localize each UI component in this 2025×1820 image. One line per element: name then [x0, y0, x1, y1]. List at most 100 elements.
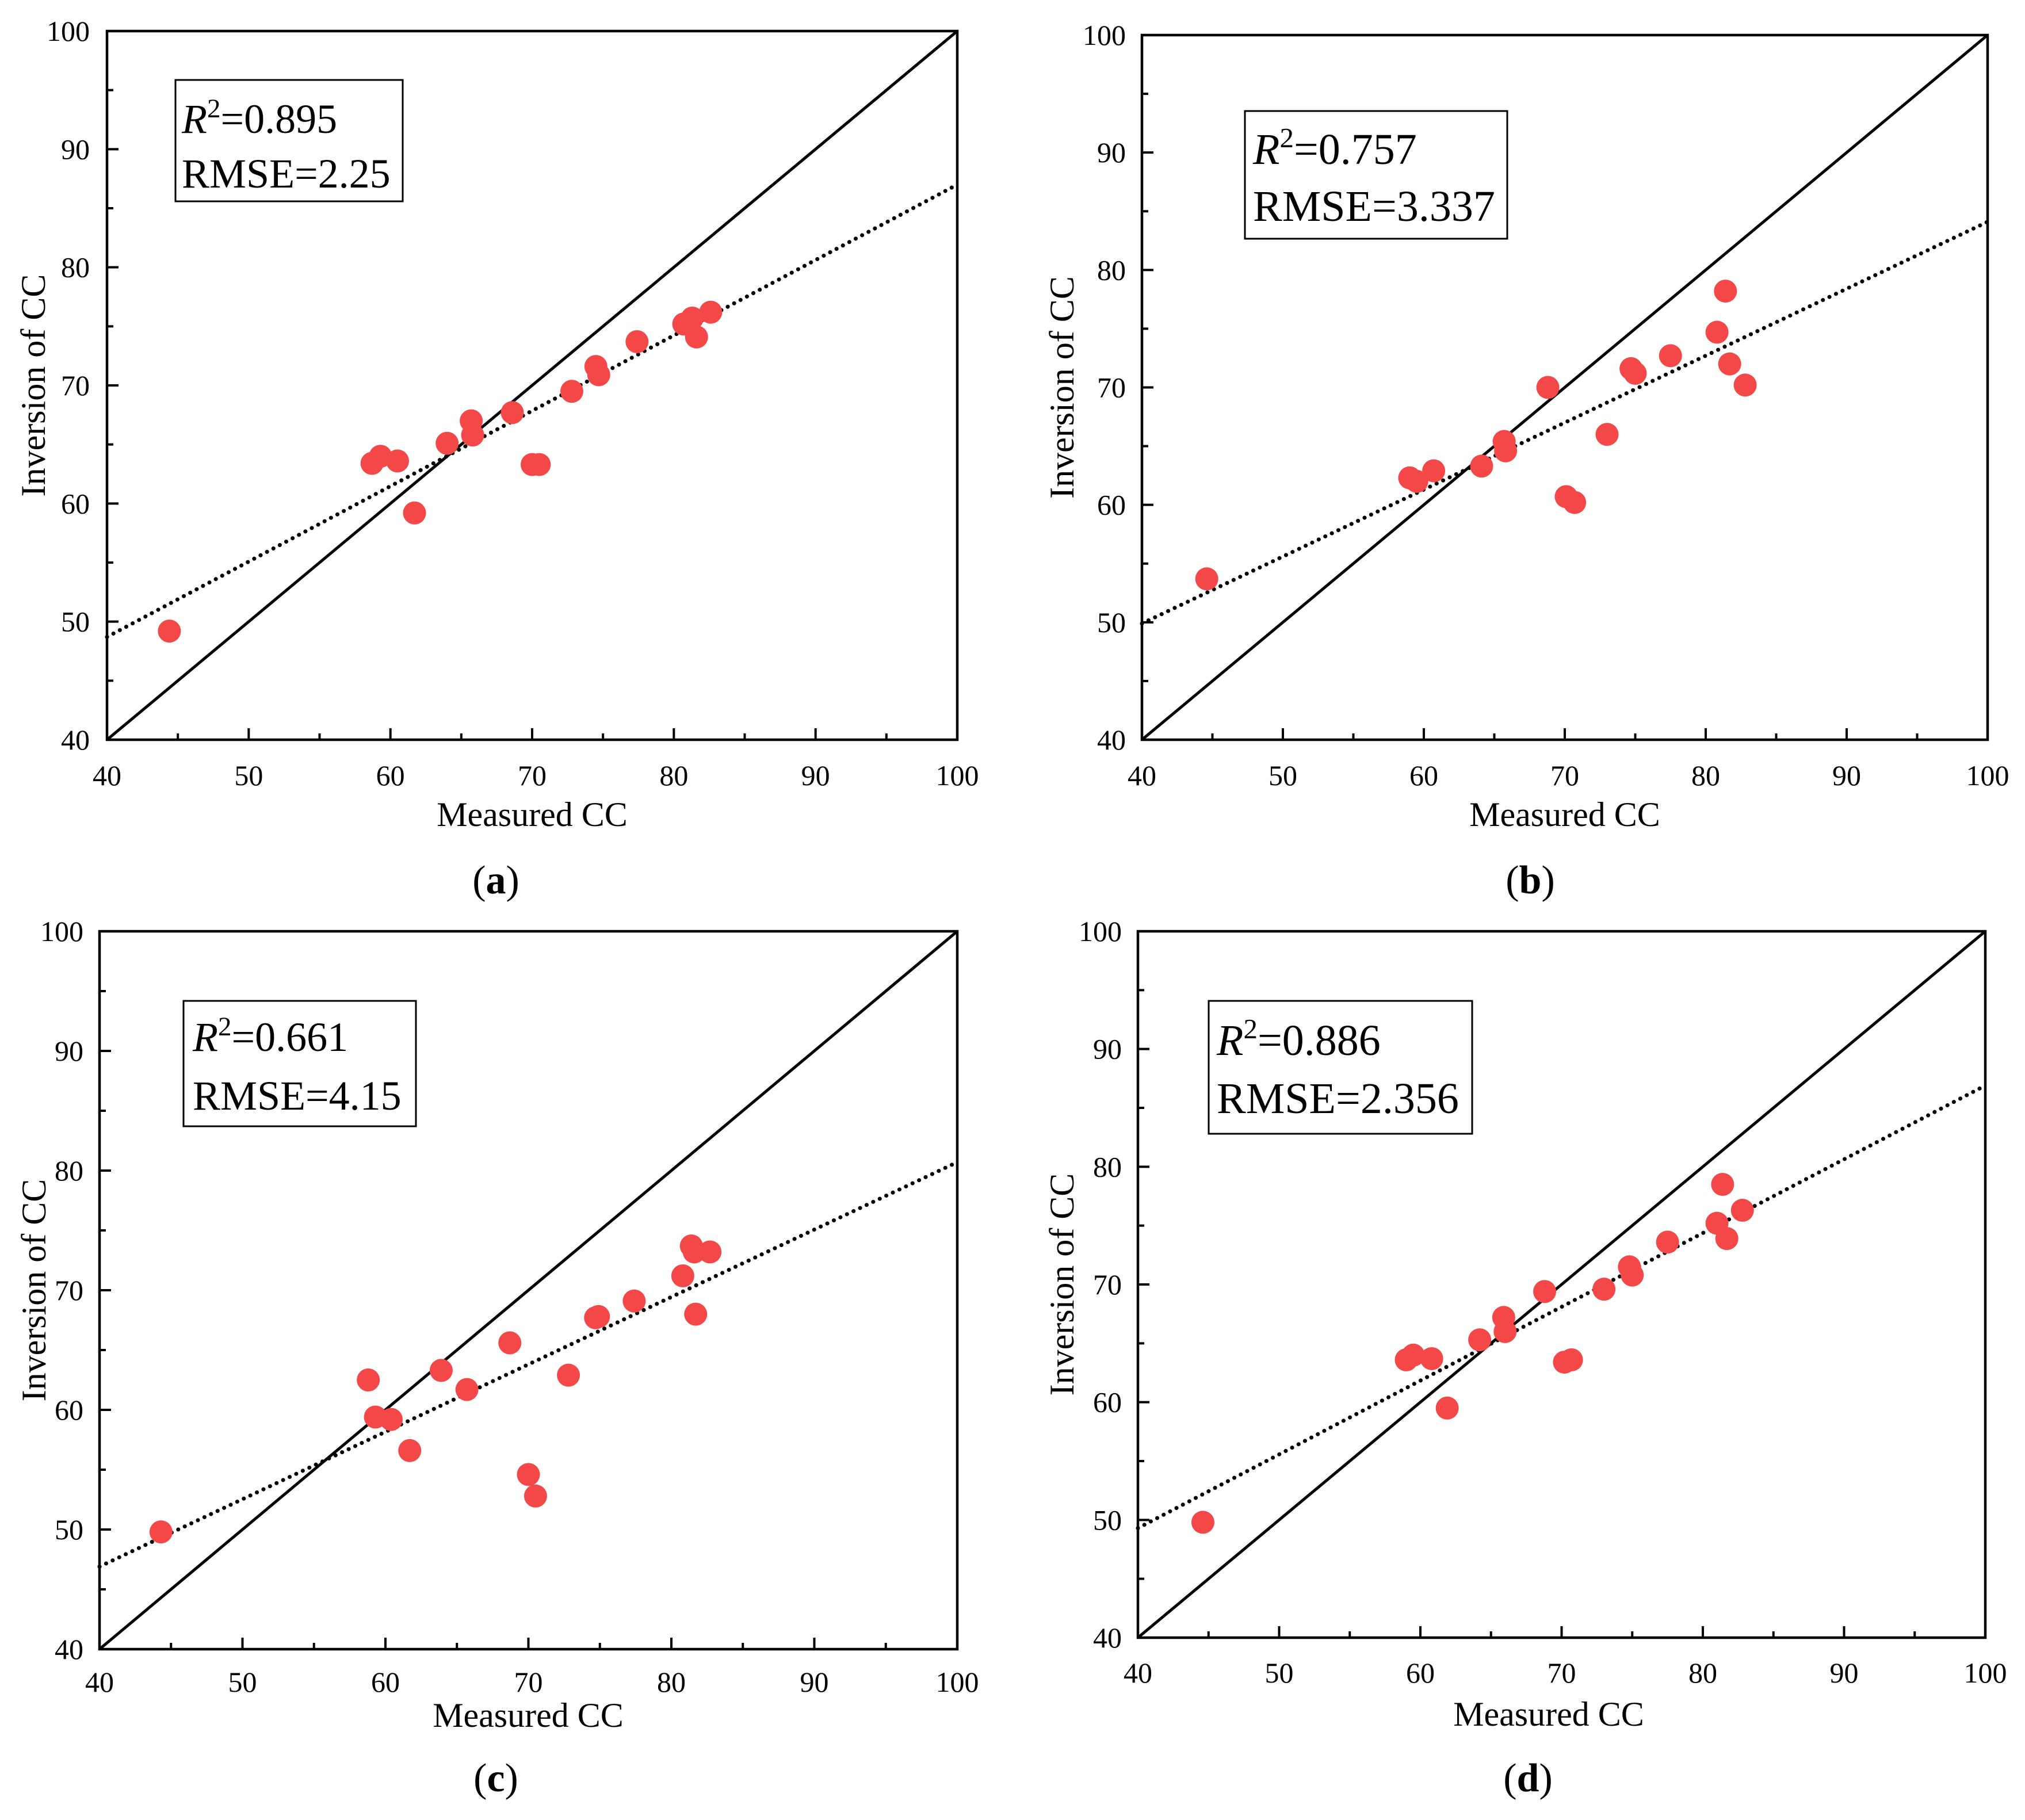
panel-label-close: )	[1539, 1756, 1552, 1800]
data-point	[1191, 1511, 1214, 1534]
r-squared-text: R2=0.661	[192, 1012, 348, 1060]
data-point	[455, 1378, 479, 1401]
x-tick-label: 40	[1124, 1657, 1152, 1689]
y-tick-label: 50	[55, 1513, 83, 1546]
chart-panel: 40 50 60 70 80 90 100 40 50 60 70 80 90 100 Measured C…	[1043, 915, 2007, 1800]
data-point	[524, 1484, 547, 1508]
r-squared-exponent: 2	[218, 1012, 232, 1042]
data-point	[682, 1240, 706, 1264]
data-point	[699, 300, 723, 324]
x-tick-label: 40	[85, 1666, 114, 1698]
x-tick-label: 70	[514, 1666, 543, 1698]
data-point	[622, 1289, 646, 1313]
r-squared-value: =0.757	[1294, 125, 1417, 174]
data-point	[1592, 1278, 1616, 1301]
data-point	[1730, 1199, 1754, 1222]
x-tick-label: 70	[1550, 759, 1579, 792]
x-tick-label: 40	[1128, 759, 1156, 792]
y-tick-label: 80	[1097, 254, 1126, 286]
r-squared-value: =0.661	[231, 1014, 348, 1060]
data-point	[498, 1331, 522, 1355]
data-point	[1435, 1396, 1459, 1420]
panel-label: (c)	[473, 1756, 518, 1800]
r-squared-exponent: 2	[1279, 122, 1294, 154]
r-squared-symbol: R	[192, 1014, 218, 1060]
data-points	[149, 1234, 722, 1544]
panel-label-letter: d	[1517, 1756, 1539, 1800]
identity-line	[106, 30, 958, 741]
data-point	[1405, 469, 1428, 493]
data-point	[158, 620, 181, 643]
y-tick-label: 60	[61, 487, 90, 519]
panel-label-letter: b	[1519, 858, 1542, 903]
identity-line	[1137, 930, 1986, 1639]
data-point	[517, 1463, 540, 1486]
data-point	[587, 1305, 610, 1328]
x-tick-label: 80	[1691, 759, 1720, 792]
y-tick-label: 40	[1093, 1622, 1122, 1654]
data-point	[1563, 491, 1587, 514]
rmse-text: RMSE=3.337	[1253, 182, 1495, 231]
x-tick-label: 80	[1688, 1657, 1717, 1689]
data-point	[461, 423, 484, 447]
data-point	[1705, 320, 1729, 344]
y-tick-label: 60	[1097, 489, 1126, 521]
x-tick-label: 60	[371, 1666, 400, 1698]
panel-label-open: (	[472, 858, 486, 903]
panel-label-open: (	[1506, 858, 1519, 903]
x-tick-label: 100	[1964, 1657, 2007, 1689]
panel-label-open: (	[473, 1756, 487, 1800]
panel-label: (d)	[1503, 1756, 1553, 1800]
y-tick-label: 40	[61, 724, 90, 756]
y-tick-label: 80	[1093, 1150, 1122, 1183]
data-point	[560, 380, 583, 403]
legend-box	[174, 79, 404, 202]
regression-line	[97, 1160, 960, 1569]
data-points	[158, 300, 723, 643]
data-point	[1659, 344, 1682, 368]
x-tick-label: 60	[1406, 1657, 1435, 1689]
rmse-text: RMSE=2.356	[1217, 1075, 1459, 1123]
x-tick-label: 50	[234, 759, 263, 792]
data-point	[684, 1302, 708, 1326]
data-point	[1595, 423, 1619, 446]
stats-legend: R2=0.661 RMSE=4.15	[182, 1000, 417, 1127]
stats-legend: R2=0.886 RMSE=2.356	[1208, 1000, 1473, 1135]
y-tick-label: 100	[40, 915, 83, 947]
x-tick-label: 80	[657, 1666, 686, 1698]
y-axis-title: Inversion of CC	[14, 274, 52, 497]
data-point	[1470, 454, 1493, 478]
data-point	[1711, 1173, 1734, 1196]
y-tick-label: 70	[55, 1274, 83, 1306]
data-point	[1560, 1348, 1583, 1371]
panel-label-close: )	[505, 1756, 518, 1800]
data-point	[1533, 1280, 1557, 1303]
panel-label-close: )	[1541, 858, 1554, 903]
x-axis-title: Measured CC	[433, 1696, 624, 1734]
y-tick-label: 70	[61, 369, 90, 402]
data-point	[1714, 280, 1737, 303]
data-point	[398, 1439, 422, 1462]
legend-box	[182, 1000, 417, 1127]
data-point	[528, 453, 551, 476]
data-point	[1715, 1227, 1739, 1251]
data-point	[685, 325, 708, 349]
y-tick-label: 40	[55, 1633, 83, 1665]
x-tick-label: 100	[936, 759, 979, 792]
y-tick-label: 100	[47, 15, 90, 47]
regression-line	[105, 182, 960, 639]
data-point	[1494, 439, 1518, 462]
stats-legend: R2=0.757 RMSE=3.337	[1244, 110, 1508, 240]
y-tick-label: 60	[55, 1394, 83, 1426]
y-tick-label: 90	[1097, 136, 1126, 169]
data-point	[671, 1264, 694, 1288]
y-tick-label: 100	[1079, 915, 1122, 947]
y-tick-label: 80	[55, 1154, 83, 1187]
identity-line	[98, 930, 958, 1650]
y-tick-label: 90	[55, 1035, 83, 1067]
panel-label-close: )	[506, 858, 519, 903]
chart-panel: 40 50 60 70 80 90 100 40 50 60 70 80 90 100 Measured C…	[1043, 19, 2009, 903]
data-point	[1623, 362, 1647, 385]
